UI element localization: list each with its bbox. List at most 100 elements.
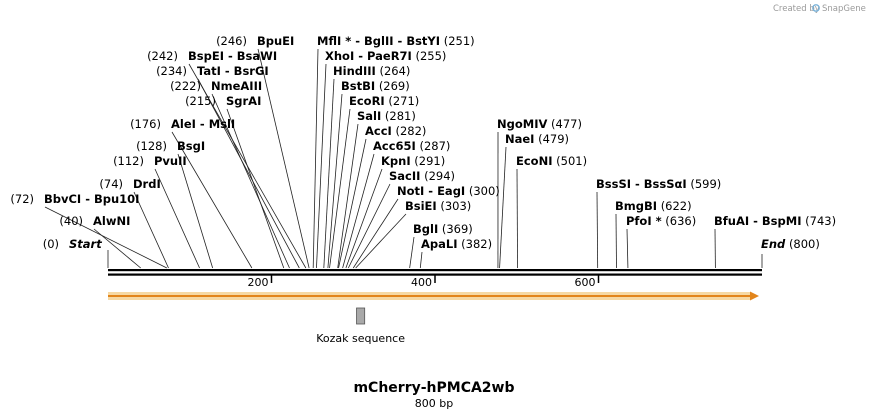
site-name: HindIII xyxy=(333,64,376,78)
site-position: (0) xyxy=(43,237,59,251)
site-leader-line xyxy=(337,123,359,269)
site-position: (246) xyxy=(216,34,247,48)
site-leader-line xyxy=(352,198,399,269)
restriction-site-label: BbvCI - Bpu10I xyxy=(44,192,139,206)
site-leader-line xyxy=(419,251,423,269)
restriction-site-label: BspEI - BsaWI xyxy=(188,49,277,63)
restriction-site-label: KpnI (291) xyxy=(381,154,445,168)
site-name: NmeAIII xyxy=(211,79,262,93)
restriction-site-label: SgrAI xyxy=(226,94,261,108)
site-position: (369) xyxy=(442,222,473,236)
site-position: (287) xyxy=(419,139,450,153)
ruler-tick-label: 200 xyxy=(248,276,269,289)
site-name: EcoRI xyxy=(349,94,385,108)
site-position: (599) xyxy=(690,177,721,191)
restriction-site-label: PfoI * (636) xyxy=(626,214,696,228)
site-position-label: (215) xyxy=(185,94,216,108)
site-position: (294) xyxy=(424,169,455,183)
site-leader-line xyxy=(345,168,383,269)
site-name: Start xyxy=(69,237,102,251)
feature-label: Kozak sequence xyxy=(316,332,405,345)
site-leader-line xyxy=(499,146,507,269)
site-position: (800) xyxy=(789,237,820,251)
site-position-label: (72) xyxy=(10,192,34,206)
restriction-site-label: NotI - EagI (300) xyxy=(397,184,500,198)
site-leader-line xyxy=(327,93,343,269)
restriction-site-label: BsgI xyxy=(177,139,205,153)
site-name: BfuAI - BspMI xyxy=(714,214,801,228)
site-position: (477) xyxy=(551,117,582,131)
site-name: BsgI xyxy=(177,139,205,153)
site-position: (72) xyxy=(10,192,34,206)
site-position: (128) xyxy=(136,139,167,153)
site-position: (300) xyxy=(469,184,500,198)
orf-arrow xyxy=(108,291,759,301)
site-name: DrdI xyxy=(133,177,161,191)
site-position: (112) xyxy=(113,154,144,168)
site-leader-line xyxy=(516,168,518,269)
site-name: AlwNI xyxy=(93,214,130,228)
site-leader-line xyxy=(226,108,285,269)
restriction-site-label: EcoRI (271) xyxy=(349,94,419,108)
restriction-site-label: XhoI - PaeR7I (255) xyxy=(325,49,446,63)
restriction-site-label: HindIII (264) xyxy=(333,64,410,78)
site-name: KpnI xyxy=(381,154,411,168)
restriction-site-label: BglI (369) xyxy=(413,222,473,236)
site-position: (40) xyxy=(59,214,83,228)
site-name: BpuEI xyxy=(257,34,294,48)
site-leader-line xyxy=(323,78,335,269)
restriction-site-label: End (800) xyxy=(761,237,820,251)
site-name: NgoMIV xyxy=(497,117,547,131)
site-leader-line xyxy=(409,236,415,269)
restriction-site-label: SalI (281) xyxy=(357,109,416,123)
site-leader-line xyxy=(347,183,391,269)
ruler-tick-label: 600 xyxy=(575,276,596,289)
site-leader-line xyxy=(316,63,327,269)
backbone-bottom-line xyxy=(108,273,762,276)
snapgene-logo-icon xyxy=(812,4,820,12)
restriction-site-label: Start xyxy=(69,237,102,251)
restriction-site-label: BsiEI (303) xyxy=(405,199,471,213)
site-position: (743) xyxy=(805,214,836,228)
site-name: BspEI - BsaWI xyxy=(188,49,277,63)
site-position-label: (74) xyxy=(99,177,123,191)
site-name: PvuII xyxy=(154,154,187,168)
site-name: AccI xyxy=(365,124,392,138)
restriction-site-label: EcoNI (501) xyxy=(516,154,587,168)
site-position: (479) xyxy=(538,132,569,146)
site-name: BstBI xyxy=(341,79,375,93)
site-position: (382) xyxy=(461,237,492,251)
site-position: (222) xyxy=(170,79,201,93)
site-leader-line xyxy=(154,168,200,269)
site-position: (282) xyxy=(395,124,426,138)
restriction-site-label: PvuII xyxy=(154,154,187,168)
site-name: End xyxy=(761,237,786,251)
site-position: (281) xyxy=(385,109,416,123)
site-leader-line xyxy=(596,191,599,269)
backbone-top-line xyxy=(108,269,762,272)
ruler-ticks: 200 400 600 xyxy=(248,275,600,289)
site-name: NaeI xyxy=(505,132,534,146)
site-leader-line xyxy=(197,78,300,269)
restriction-site-label: NgoMIV (477) xyxy=(497,117,582,131)
construct-title: mCherry-hPMCA2wb xyxy=(353,380,514,396)
site-labels: Start (0) AlwNI (40) BbvCI - Bpu10I (72) DrdI (… xyxy=(10,34,836,251)
site-position: (291) xyxy=(414,154,445,168)
site-name: PfoI * xyxy=(626,214,662,228)
restriction-site-label: DrdI xyxy=(133,177,161,191)
site-leader-line xyxy=(177,153,214,269)
site-position: (636) xyxy=(665,214,696,228)
restriction-site-label: BpuEI xyxy=(257,34,294,48)
site-position: (251) xyxy=(444,34,475,48)
site-position-label: (242) xyxy=(147,49,178,63)
feature-kozak-box xyxy=(356,307,366,325)
site-position: (234) xyxy=(156,64,187,78)
site-position: (303) xyxy=(440,199,471,213)
site-position-label: (222) xyxy=(170,79,201,93)
site-name: SacII xyxy=(389,169,420,183)
credit-brand: SnapGene xyxy=(822,4,866,14)
site-position-label: (176) xyxy=(130,117,161,131)
site-position: (255) xyxy=(416,49,447,63)
site-leader-line xyxy=(329,108,351,269)
